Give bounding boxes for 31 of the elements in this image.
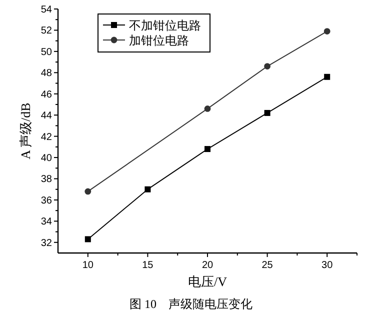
point [324, 28, 330, 34]
y-tick-label: 46 [40, 89, 52, 100]
x-tick-label: 15 [142, 260, 154, 271]
y-tick-label: 32 [40, 238, 52, 249]
point [264, 110, 270, 116]
y-tick-label: 44 [40, 110, 52, 122]
y-tick-label: 40 [40, 153, 52, 164]
y-tick-label: 34 [40, 216, 52, 228]
y-tick-label: 54 [40, 4, 52, 16]
point [144, 186, 151, 192]
legend-label: 不加钳位电路 [129, 18, 201, 32]
point [84, 236, 91, 242]
x-tick-label: 20 [202, 260, 214, 271]
y-tick-label: 48 [40, 68, 52, 80]
y-tick-label: 42 [40, 132, 52, 143]
x-tick-label: 10 [82, 260, 94, 271]
point [324, 74, 330, 80]
point [84, 188, 92, 195]
x-axis-title: 电压/V [188, 274, 228, 289]
point [204, 106, 211, 112]
x-tick-label: 25 [262, 260, 274, 271]
point [204, 146, 210, 152]
y-tick-label: 38 [40, 174, 52, 186]
legend-label: 加钳位电路 [129, 34, 189, 48]
y-axis-title: A 声级/dB [18, 102, 33, 160]
caption: 图 10 声级随电压变化 [130, 297, 252, 311]
point [264, 63, 270, 70]
y-tick-label: 36 [40, 195, 52, 206]
y-tick-label: 50 [40, 46, 52, 58]
y-tick-label: 52 [40, 26, 52, 37]
x-tick-label: 30 [322, 260, 334, 271]
